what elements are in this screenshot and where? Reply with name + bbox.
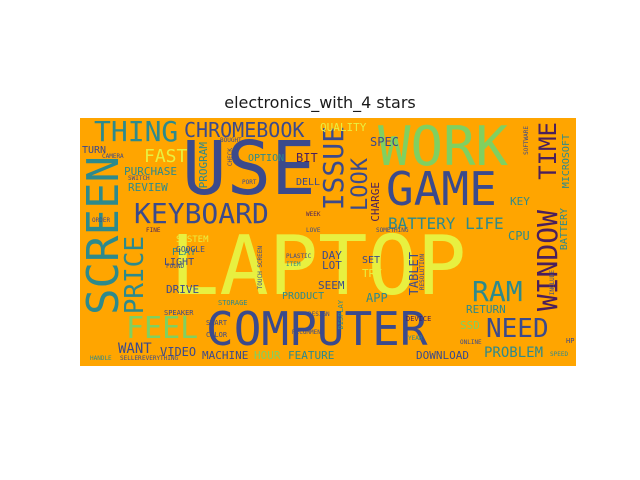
word-day: DAY <box>322 249 342 262</box>
word-product: PRODUCT <box>282 291 325 302</box>
word-battery-life: BATTERY LIFE <box>388 214 504 233</box>
word-seller: SELLER <box>120 355 142 362</box>
word-start: START <box>206 319 228 327</box>
word-charge: CHARGE <box>369 182 382 222</box>
word-fine: FINE <box>146 227 161 234</box>
word-bought: BOUGHT <box>220 137 242 144</box>
word-spec: SPEC <box>370 135 399 149</box>
word-ssd: SSD <box>460 319 480 332</box>
word-bit: BIT <box>296 151 318 165</box>
word-battery: BATTERY <box>559 208 570 251</box>
word-machine: MACHINE <box>202 349 249 362</box>
word-color: COLOR <box>206 331 228 339</box>
word-feature: FEATURE <box>288 349 335 362</box>
word-design: DESIGN <box>308 311 330 318</box>
word-game: GAME <box>386 162 497 216</box>
word-display: DISPLAY <box>337 300 345 330</box>
word-use: USE <box>182 126 316 212</box>
word-year: YEAR <box>408 335 423 342</box>
word-week: WEEK <box>306 211 321 218</box>
word-include: INCLUDE <box>549 270 556 296</box>
word-port: PORT <box>242 179 257 186</box>
word-touch-screen: TOUCH SCREEN <box>257 246 264 290</box>
word-system: SYSTEM <box>176 235 209 245</box>
word-recommend: RECOMMEND <box>292 329 325 336</box>
word-work: WORK <box>378 118 509 178</box>
word-seem: SEEM <box>318 279 345 292</box>
word-download: DOWNLOAD <box>416 349 469 362</box>
word-ram: RAM <box>472 275 523 308</box>
word-speed: SPEED <box>550 351 569 358</box>
word-order: ORDER <box>92 217 111 224</box>
word-app: APP <box>366 291 388 305</box>
word-return: RETURN <box>466 303 506 316</box>
word-item: ITEM <box>286 261 301 268</box>
word-switch: SWITCH <box>128 175 150 182</box>
word-dell: DELL <box>296 177 321 188</box>
word-google: GOOGLE <box>176 245 205 254</box>
word-something: SOMETHING <box>376 227 409 234</box>
word-quality: QUALITY <box>320 121 367 134</box>
word-hour: HOUR <box>254 349 281 362</box>
word-keyboard: KEYBOARD <box>134 197 269 230</box>
word-time: TIME <box>534 122 562 180</box>
word-drive: DRIVE <box>166 283 200 296</box>
word-microsoft: MICROSOFT <box>561 134 572 189</box>
word-problem: PROBLEM <box>484 345 544 361</box>
word-key: KEY <box>510 195 530 208</box>
word-found: FOUND <box>166 263 185 270</box>
word-fast: FAST <box>144 146 188 167</box>
word-review: REVIEW <box>128 181 168 194</box>
word-computer: COMPUTER <box>206 302 428 356</box>
word-feel: FEEL <box>126 311 199 346</box>
word-storage: STORAGE <box>218 299 248 307</box>
word-cloud: LAPTOP USE COMPUTER SCREEN GAME WORK KEY… <box>80 118 576 366</box>
word-plastic: PLASTIC <box>286 253 312 260</box>
word-need: NEED <box>486 314 549 344</box>
chart-title: electronics_with_4 stars <box>224 93 416 112</box>
word-turn: TURN <box>82 145 107 156</box>
word-hp: HP <box>566 337 575 345</box>
word-chromebook: CHROMEBOOK <box>184 118 305 142</box>
word-lot: LOT <box>322 259 342 272</box>
word-check: CHECK <box>227 148 234 167</box>
word-try: TRY <box>362 267 382 280</box>
word-device: DEVICE <box>406 315 432 323</box>
word-love: LOVE <box>306 227 321 234</box>
word-online: ONLINE <box>460 339 482 346</box>
word-issue: ISSUE <box>317 126 350 211</box>
word-window: WINDOW <box>531 210 564 312</box>
word-set: SET <box>362 255 381 266</box>
word-video: VIDEO <box>160 345 197 359</box>
word-camera: CAMERA <box>102 153 124 160</box>
word-laptop: LAPTOP <box>170 219 467 314</box>
word-purchase: PURCHASE <box>124 165 177 178</box>
word-price: PRICE <box>120 236 150 315</box>
word-everything: EVERYTHING <box>142 355 179 362</box>
word-light: LIGHT <box>164 257 195 268</box>
word-thing: THING <box>94 118 179 148</box>
word-cpu: CPU <box>508 229 530 243</box>
word-want: WANT <box>118 341 152 357</box>
word-option: OPTION <box>248 153 285 164</box>
word-resolution: RESOLUTION <box>419 254 426 291</box>
word-software: SOFTWARE <box>523 126 530 155</box>
word-speaker: SPEAKER <box>164 309 194 317</box>
word-play: PLAY <box>172 247 197 258</box>
word-handle: HANDLE <box>90 355 112 362</box>
word-program: PROGRAM <box>197 142 210 189</box>
